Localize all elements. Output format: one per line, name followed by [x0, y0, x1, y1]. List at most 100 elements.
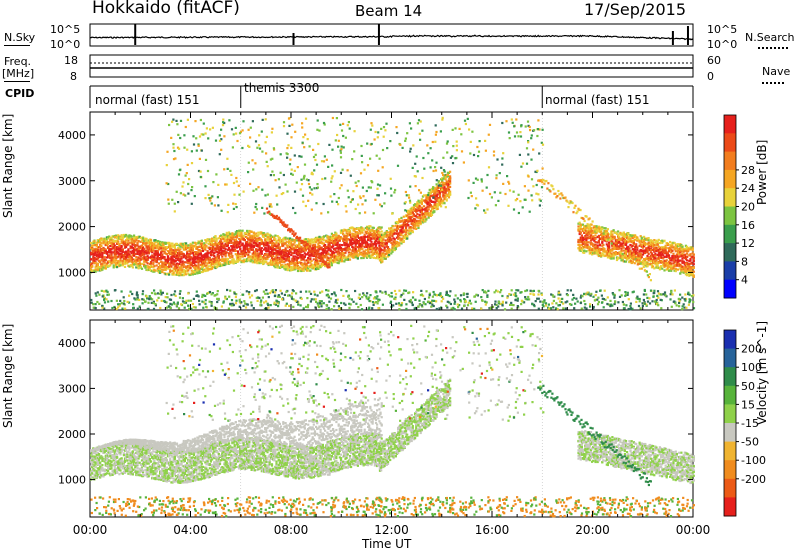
heatmap-cell — [315, 257, 318, 260]
heatmap-cell — [213, 236, 216, 239]
heatmap-cell — [278, 237, 281, 240]
heatmap-cell — [404, 225, 408, 228]
heatmap-cell — [234, 238, 237, 242]
heatmap-cell — [260, 250, 263, 253]
heatmap-cell — [294, 232, 297, 235]
heatmap-cell — [97, 251, 101, 255]
heatmap-cell — [348, 248, 352, 251]
heatmap-cell — [164, 252, 167, 255]
heatmap-cell — [192, 266, 196, 269]
heatmap-cell — [126, 251, 129, 254]
heatmap-cell — [239, 255, 242, 258]
heatmap-cell — [199, 240, 202, 243]
heatmap-cell — [180, 255, 183, 258]
heatmap-cell — [247, 234, 250, 237]
heatmap-cell — [221, 264, 224, 267]
heatmap-cell — [216, 242, 219, 245]
heatmap-cell — [227, 252, 231, 255]
heatmap-cell — [265, 258, 268, 261]
heatmap-cell — [411, 211, 414, 214]
heatmap-cell — [187, 261, 190, 264]
heatmap-cell — [204, 264, 207, 267]
heatmap-cell — [190, 244, 193, 247]
heatmap-cell — [402, 239, 405, 243]
heatmap-cell — [604, 227, 607, 230]
x-axis-title: Time UT — [362, 537, 412, 551]
heatmap-cell — [94, 261, 97, 264]
heatmap-cell — [338, 243, 341, 246]
heatmap-cell — [372, 256, 375, 259]
heatmap-cell — [257, 248, 260, 251]
heatmap-cell — [231, 249, 234, 252]
heatmap-cell — [251, 238, 254, 241]
heatmap-cell — [400, 216, 403, 219]
heatmap-cell — [384, 239, 387, 242]
heatmap-cell — [407, 220, 410, 223]
heatmap-cell — [188, 253, 191, 256]
heatmap-cell — [125, 258, 128, 261]
heatmap-cell — [362, 228, 365, 231]
heatmap-cell — [201, 266, 205, 269]
heatmap-cell — [100, 251, 103, 254]
heatmap-cell — [173, 251, 176, 254]
heatmap-cell — [324, 244, 327, 247]
heatmap-cell — [292, 243, 295, 246]
heatmap-cell — [206, 250, 209, 253]
heatmap-cell — [436, 193, 439, 196]
heatmap-cell — [368, 251, 371, 254]
heatmap-cell — [198, 253, 201, 256]
heatmap-cell — [154, 254, 157, 257]
heatmap-cell — [276, 256, 279, 259]
heatmap-cell — [146, 255, 149, 258]
heatmap-cell — [189, 266, 192, 269]
heatmap-cell — [201, 244, 205, 248]
heatmap-cell — [152, 249, 155, 252]
heatmap-cell — [186, 251, 189, 254]
heatmap-cell — [113, 256, 116, 259]
heatmap-cell — [105, 238, 108, 241]
heatmap-cell — [239, 252, 242, 256]
heatmap-cell — [180, 242, 183, 245]
heatmap-cell — [125, 234, 128, 237]
heatmap-cell — [195, 247, 198, 250]
heatmap-cell — [190, 247, 193, 250]
heatmap-cell — [105, 236, 108, 239]
heatmap-cell — [213, 261, 216, 264]
heatmap-cell — [442, 184, 445, 187]
heatmap-cell — [185, 244, 188, 247]
heatmap-cell — [265, 247, 268, 250]
heatmap-cell — [151, 251, 154, 254]
heatmap-cell — [436, 207, 439, 210]
heatmap-cell — [114, 234, 118, 237]
heatmap-cell — [258, 243, 261, 246]
heatmap-cell — [260, 231, 263, 234]
heatmap-cell — [226, 258, 229, 261]
heatmap-cell — [244, 232, 248, 235]
heatmap-cell — [284, 247, 287, 250]
heatmap-cell — [211, 267, 214, 270]
heatmap-cell — [308, 245, 311, 248]
heatmap-cell — [93, 241, 96, 244]
heatmap-cell — [234, 241, 237, 244]
heatmap-cell — [151, 243, 154, 246]
heatmap-cell — [187, 246, 190, 250]
heatmap-cell — [164, 259, 167, 262]
heatmap-cell — [388, 253, 391, 257]
heatmap-cell — [121, 236, 124, 239]
heatmap-cell — [247, 243, 250, 246]
heatmap-cell — [205, 240, 208, 243]
heatmap-cell — [161, 254, 164, 257]
heatmap-cell — [100, 263, 103, 266]
heatmap-cell — [190, 248, 193, 251]
heatmap-cell — [147, 250, 150, 253]
heatmap-cell — [178, 251, 181, 254]
heatmap-cell — [583, 249, 586, 252]
heatmap-cell — [195, 245, 198, 248]
heatmap-cell — [277, 239, 280, 242]
heatmap-cell — [182, 269, 185, 272]
heatmap-cell — [224, 248, 227, 251]
heatmap-cell — [199, 242, 202, 245]
heatmap-cell — [361, 244, 364, 247]
heatmap-cell — [230, 249, 233, 252]
heatmap-cell — [200, 242, 203, 246]
